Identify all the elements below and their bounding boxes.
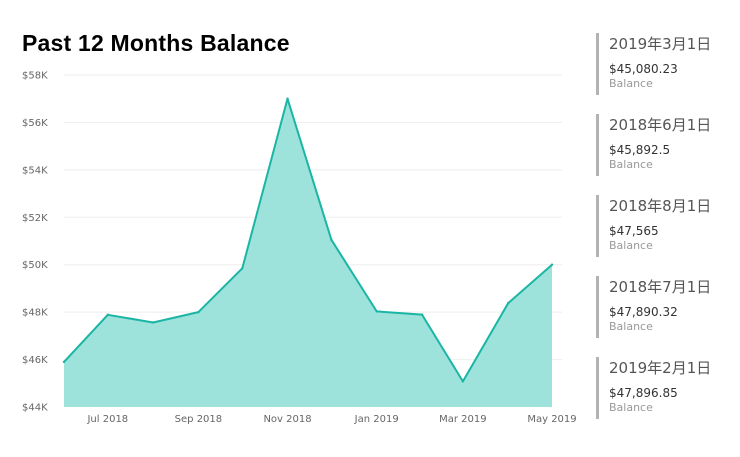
data-points xyxy=(62,97,554,383)
chart-title: Past 12 Months Balance xyxy=(22,30,290,56)
x-tick-label: May 2019 xyxy=(527,414,576,425)
balance-card[interactable]: 2018年8月1日 $47,565 Balance xyxy=(596,195,736,257)
card-label: Balance xyxy=(609,158,653,171)
data-point[interactable] xyxy=(241,267,244,270)
data-point[interactable] xyxy=(375,310,378,313)
y-tick-label: $50K xyxy=(22,260,48,271)
y-tick-label: $44K xyxy=(22,403,48,414)
x-tick-label: Mar 2019 xyxy=(439,414,487,425)
balance-area xyxy=(64,98,552,407)
balance-cards: 2019年3月1日 $45,080.23 Balance 2018年6月1日 $… xyxy=(596,33,736,438)
balance-card[interactable]: 2019年3月1日 $45,080.23 Balance xyxy=(596,33,736,95)
data-point[interactable] xyxy=(330,238,333,242)
data-point[interactable] xyxy=(461,380,465,383)
card-label: Balance xyxy=(609,401,653,414)
balance-line xyxy=(63,97,553,383)
x-tick-label: Nov 2018 xyxy=(263,414,311,425)
card-value: $47,565 xyxy=(609,224,659,238)
data-point[interactable] xyxy=(151,321,155,324)
card-date: 2019年3月1日 xyxy=(609,35,712,53)
card-label: Balance xyxy=(609,77,653,90)
data-point[interactable] xyxy=(62,360,66,364)
data-point[interactable] xyxy=(420,313,424,316)
y-tick-label: $54K xyxy=(22,165,48,176)
y-tick-label: $46K xyxy=(22,355,48,366)
x-tick-label: Jan 2019 xyxy=(354,414,399,425)
y-tick-label: $58K xyxy=(22,71,48,82)
data-point[interactable] xyxy=(106,313,110,316)
card-date: 2018年8月1日 xyxy=(609,197,712,215)
card-date: 2018年7月1日 xyxy=(609,278,712,296)
y-tick-label: $48K xyxy=(22,308,48,319)
data-point[interactable] xyxy=(197,310,200,314)
data-point[interactable] xyxy=(550,263,554,266)
data-point[interactable] xyxy=(286,97,289,100)
card-value: $47,896.85 xyxy=(609,386,678,400)
y-tick-label: $52K xyxy=(22,213,48,224)
card-value: $45,892.5 xyxy=(609,143,671,157)
y-axis: $58K $56K $54K $52K $50K $48K $46K $44K xyxy=(22,71,48,414)
balance-card[interactable]: 2019年2月1日 $47,896.85 Balance xyxy=(596,357,736,419)
x-tick-label: Sep 2018 xyxy=(175,414,222,425)
card-value: $45,080.23 xyxy=(609,62,678,76)
balance-card[interactable]: 2018年7月1日 $47,890.32 Balance xyxy=(596,276,736,338)
data-point[interactable] xyxy=(506,301,510,305)
card-label: Balance xyxy=(609,320,653,333)
y-tick-label: $56K xyxy=(22,118,48,129)
x-tick-label: Jul 2018 xyxy=(86,414,128,425)
x-axis: Jul 2018 Sep 2018 Nov 2018 Jan 2019 Mar 2019… xyxy=(86,414,576,425)
card-value: $47,890.32 xyxy=(609,305,678,319)
card-date: 2018年6月1日 xyxy=(609,116,712,134)
balance-area-chart: $58K $56K $54K $52K $50K $48K $46K $44K Jul 201… xyxy=(22,71,577,426)
balance-card[interactable]: 2018年6月1日 $45,892.5 Balance xyxy=(596,114,736,176)
card-label: Balance xyxy=(609,239,653,252)
card-date: 2019年2月1日 xyxy=(609,359,712,377)
